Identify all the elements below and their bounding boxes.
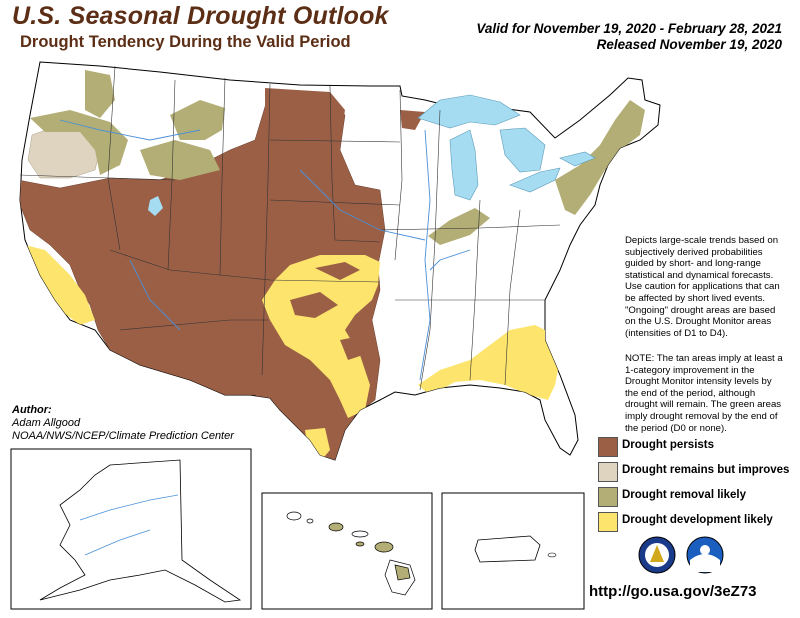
persist-texas-c — [340, 335, 372, 360]
author-block: Author: Adam Allgood NOAA/NWS/NCEP/Clima… — [12, 404, 234, 443]
lake-ontario — [559, 151, 596, 167]
legend-swatch-removal — [598, 487, 618, 507]
removal-idaho — [170, 100, 225, 140]
lake-erie — [509, 167, 561, 193]
removal-nw-band — [30, 110, 128, 175]
legend-label-persist: Drought persists — [622, 439, 715, 451]
legend-item-persist: Drought persists — [598, 437, 800, 457]
note-text: NOTE: The tan areas imply at least a 1-c… — [625, 353, 783, 434]
persist-texas-a — [315, 262, 360, 280]
alaska-land — [39, 459, 242, 603]
short-url-link[interactable]: http://go.usa.gov/3eZ73 — [589, 583, 757, 600]
persist-minnesota — [400, 110, 425, 130]
develop-california — [25, 245, 95, 325]
lake-michigan — [449, 129, 479, 201]
legend-swatch-persist — [598, 437, 618, 457]
noaa-nws-logo — [638, 536, 676, 574]
legend-label-develop: Drought development likely — [622, 514, 773, 526]
legend-item-develop: Drought development likely — [598, 512, 800, 532]
noaa-logo — [686, 536, 724, 574]
legend-item-improve: Drought remains but improves — [598, 462, 800, 482]
release-date: Released November 19, 2020 — [596, 37, 782, 52]
state-boundaries — [19, 65, 561, 391]
description-text: Depicts large-scale trends based on subj… — [625, 235, 780, 339]
page-title: U.S. Seasonal Drought Outlook — [12, 2, 389, 30]
page-subtitle: Drought Tendency During the Valid Period — [20, 33, 351, 51]
persist-west — [20, 89, 386, 460]
persist-montana — [265, 88, 345, 150]
legend-label-removal: Drought removal likely — [622, 489, 746, 501]
removal-ohio — [428, 208, 490, 245]
develop-southeast — [418, 325, 560, 400]
removal-northeast — [555, 100, 645, 215]
legend-item-removal: Drought removal likely — [598, 487, 800, 507]
hawaii-islands — [286, 511, 416, 596]
author-org: NOAA/NWS/NCEP/Climate Prediction Center — [12, 430, 234, 442]
great-salt-lake — [148, 196, 163, 216]
rivers — [59, 119, 471, 381]
author-name: Adam Allgood — [12, 417, 81, 429]
legend-swatch-develop — [598, 512, 618, 532]
persist-texas-b — [290, 292, 338, 318]
vieques — [547, 552, 557, 558]
author-label: Author: — [12, 404, 52, 416]
develop-kansas-texas — [262, 255, 380, 418]
removal-montana-south — [140, 140, 220, 180]
lake-superior — [417, 94, 521, 129]
lake-huron — [499, 127, 546, 173]
puerto-rico-land — [474, 535, 541, 563]
alaska-rivers — [79, 494, 179, 556]
legend-swatch-improve — [598, 462, 618, 482]
removal-washington — [85, 70, 115, 118]
valid-period: Valid for November 19, 2020 - February 2… — [476, 21, 782, 36]
legend-label-improve: Drought remains but improves — [622, 464, 790, 476]
